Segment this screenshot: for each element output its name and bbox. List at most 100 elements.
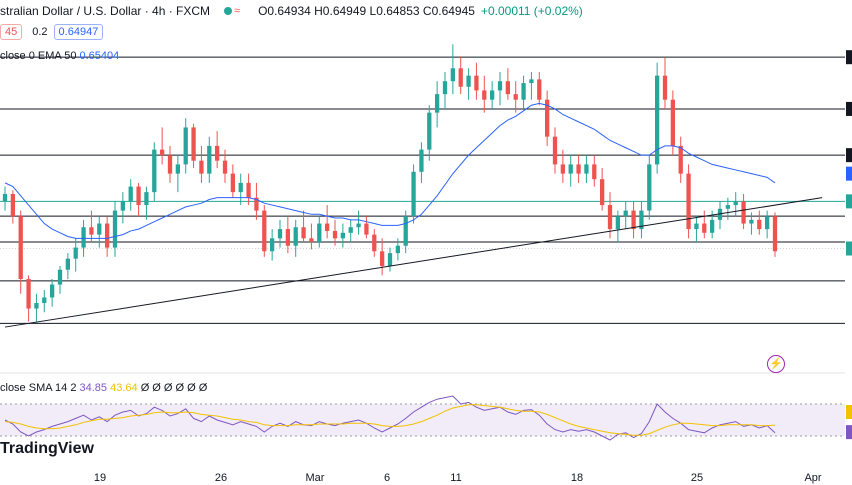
- rsi-legend-extra: Ø Ø Ø Ø Ø Ø: [140, 382, 208, 394]
- time-tick-label: 19: [93, 472, 107, 484]
- axis-marker-0: [846, 50, 852, 65]
- candle-body: [749, 219, 754, 224]
- rsi-legend-value: 34.85: [79, 382, 108, 394]
- candle-body: [403, 216, 408, 246]
- candle-body: [293, 227, 298, 246]
- candle-body: [647, 164, 652, 211]
- axis-marker-5: [846, 241, 852, 256]
- candle-body: [128, 186, 133, 202]
- candle-body: [175, 164, 180, 174]
- candle-body: [576, 164, 581, 174]
- price-pane-background: [0, 30, 845, 370]
- rsi-legend[interactable]: close SMA 14 2 34.85 43.64 Ø Ø Ø Ø Ø Ø: [0, 382, 207, 394]
- candle-body: [160, 149, 165, 156]
- candle-body: [545, 99, 550, 137]
- sell-button[interactable]: 45: [0, 24, 23, 40]
- rsi-ma-legend-value: 43.64: [110, 382, 138, 394]
- candle-body: [662, 75, 668, 100]
- candle-body: [73, 247, 78, 259]
- candle-body: [584, 164, 589, 174]
- candle-body: [152, 149, 157, 193]
- candle-body: [57, 269, 63, 285]
- symbol-title[interactable]: stralian Dollar / U.S. Dollar · 4h · FXC…: [0, 4, 211, 18]
- ema-legend[interactable]: close 0 EMA 50 0.65404: [0, 50, 119, 62]
- candle-body: [340, 232, 345, 239]
- ema-legend-value: 0.65404: [79, 50, 120, 62]
- buy-button[interactable]: 0.64947: [53, 24, 104, 40]
- candle-body: [741, 201, 746, 224]
- candle-body: [537, 79, 542, 100]
- candle-body: [694, 223, 699, 230]
- tradingview-logo: TradingView: [0, 440, 94, 457]
- time-tick-label: 25: [690, 472, 704, 484]
- market-open-icon: [224, 7, 233, 15]
- candle-body: [623, 210, 628, 217]
- candlestick-series: [2, 44, 778, 322]
- rsi-legend-label: close SMA 14 2: [0, 382, 77, 394]
- candle-body: [372, 234, 377, 252]
- candle-body: [183, 127, 188, 165]
- candle-body: [733, 201, 738, 206]
- candle-body: [702, 223, 707, 233]
- lightning-icon[interactable]: ⚡: [767, 355, 785, 373]
- time-tick-label: 11: [450, 472, 462, 484]
- time-tick-label: 26: [214, 472, 228, 484]
- candle-body: [270, 238, 275, 252]
- candle-body: [215, 145, 220, 161]
- candle-body: [419, 149, 424, 172]
- candle-body: [317, 223, 322, 243]
- candle-body: [222, 160, 228, 174]
- candle-body: [670, 99, 675, 146]
- candle-body: [18, 216, 23, 279]
- candle-body: [50, 284, 55, 298]
- candle-body: [615, 216, 620, 230]
- ohlc-values: O0.64934 H0.64949 L0.64853 C0.64945: [258, 4, 475, 18]
- candle-body: [65, 258, 70, 270]
- axis-marker-7: [846, 425, 852, 440]
- candle-body: [529, 79, 534, 84]
- candle-body: [592, 164, 597, 180]
- candle-body: [167, 155, 173, 174]
- price-change: +0.00011 (+0.02%): [480, 4, 583, 18]
- candle-body: [325, 223, 330, 231]
- candle-body: [552, 136, 558, 165]
- candle-body: [757, 219, 762, 230]
- candle-body: [568, 164, 573, 174]
- candle-body: [505, 81, 510, 95]
- candle-body: [285, 229, 290, 246]
- market-status[interactable]: ≈: [224, 5, 240, 17]
- candle-body: [772, 216, 778, 252]
- candle-body: [490, 90, 495, 100]
- time-tick-label: Mar: [305, 472, 325, 484]
- spread-value: 0.2: [32, 26, 48, 38]
- candle-body: [238, 182, 243, 193]
- candle-body: [89, 227, 94, 235]
- axis-marker-1: [846, 101, 852, 116]
- candle-body: [199, 160, 204, 174]
- time-tick-label: 18: [570, 472, 584, 484]
- candle-body: [521, 83, 526, 100]
- candle-body: [450, 68, 455, 82]
- candle-body: [246, 182, 251, 198]
- axis-marker-3: [846, 166, 852, 181]
- axis-marker-6: [846, 405, 852, 419]
- candle-body: [765, 216, 770, 230]
- candle-body: [207, 145, 212, 174]
- candle-body: [466, 75, 471, 87]
- candle-body: [230, 173, 235, 193]
- candle-body: [191, 127, 196, 161]
- candle-body: [686, 173, 691, 230]
- ema-50-line: [4, 102, 776, 239]
- candle-body: [600, 179, 605, 206]
- candle-body: [144, 192, 149, 206]
- axis-marker-2: [846, 148, 852, 163]
- candle-body: [387, 253, 393, 267]
- candle-body: [497, 81, 503, 91]
- candle-body: [81, 227, 86, 248]
- candle-body: [513, 94, 518, 100]
- candle-body: [356, 223, 361, 228]
- candle-body: [301, 227, 306, 239]
- support-trendline[interactable]: [4, 197, 823, 328]
- candle-body: [710, 219, 715, 233]
